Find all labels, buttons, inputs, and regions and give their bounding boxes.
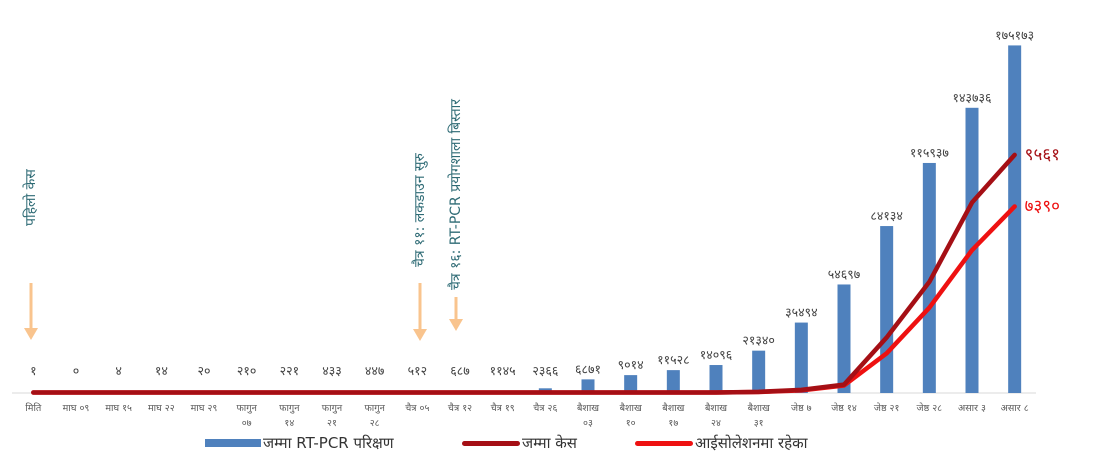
data-label-tests: ५४६९७ (828, 266, 861, 281)
x-tick-label: चैत्र ०५ (405, 402, 429, 414)
data-label-tests: १४०९६ (700, 347, 733, 362)
x-tick-label: माघ ०९ (63, 403, 90, 414)
bar-tests (624, 375, 638, 393)
legend-item-total-cases: जम्मा केस (462, 432, 577, 454)
bar-tests (837, 284, 851, 393)
data-label-tests: १ (30, 363, 37, 378)
x-tick-label: माघ २९ (191, 403, 218, 414)
data-label-tests: १४ (155, 363, 168, 378)
x-tick-label: मिति (25, 402, 42, 414)
data-label-tests: ११५२८ (657, 352, 690, 367)
legend-label-tests: जम्मा RT-PCR परिक्षण (263, 434, 394, 452)
legend-swatch-total-cases (462, 440, 520, 446)
data-label-tests: ४३३ (322, 363, 342, 378)
data-label-tests: ३५४९४ (785, 305, 818, 320)
bar-tests (1008, 45, 1022, 393)
chart-legend: जम्मा RT-PCR परिक्षण जम्मा केस आईसोलेशनम… (0, 432, 1105, 456)
legend-item-tests: जम्मा RT-PCR परिक्षण (205, 432, 394, 454)
x-tick-label: बैशाख ०३ (577, 402, 599, 429)
data-label-tests: ९०१४ (618, 357, 644, 372)
x-tick-label: जेष्ठ ७ (791, 402, 812, 414)
bar-tests (880, 226, 894, 393)
line-isolation-end-label: ७३९० (1025, 196, 1060, 216)
bar-tests (794, 322, 808, 393)
bar-tests (581, 379, 595, 393)
x-tick-label: फागुन २१ (322, 403, 343, 429)
legend-item-isolation: आईसोलेशनमा रहेका (635, 432, 808, 454)
data-label-tests: ४४७ (365, 363, 385, 378)
x-tick-label: बैशाख १७ (662, 402, 684, 429)
annotation-arrow-head (413, 329, 427, 341)
data-label-tests: ५१२ (408, 363, 428, 378)
x-tick-label: जेष्ठ १४ (831, 402, 857, 414)
data-label-tests: ८४१३४ (870, 208, 903, 223)
annotation-text: चैत्र ११: लकडाउन सुरु (411, 152, 428, 267)
x-tick-label: फागुन ०७ (236, 403, 257, 429)
line-total-cases (31, 152, 1017, 395)
x-tick-label: असार ८ (1001, 403, 1029, 414)
data-label-tests: ४ (115, 363, 122, 378)
data-label-tests: २१३४० (742, 333, 775, 348)
x-tick-label: चैत्र १९ (491, 402, 515, 414)
x-tick-label: जेष्ठ २८ (917, 402, 943, 414)
annotation-text: पहिलो केस (22, 169, 39, 226)
data-label-tests: २१० (237, 363, 257, 378)
data-label-tests: २३६६ (532, 363, 558, 378)
data-label-tests: २२१ (280, 363, 300, 378)
annotation-arrow-head (24, 328, 38, 340)
x-tick-label: बैशाख ३१ (748, 402, 770, 429)
x-tick-label: फागुन २८ (364, 403, 385, 429)
x-tick-label: जेष्ठ २१ (874, 402, 900, 414)
x-tick-label: फागुन १४ (279, 403, 300, 429)
data-label-tests: १४३७३६ (952, 90, 991, 105)
x-tick-label: माघ २२ (148, 403, 175, 414)
annotation-text: चैत्र १६: RT-PCR प्रयोगशाला बिस्तार (447, 99, 464, 290)
bar-tests (752, 350, 766, 393)
bar-tests (666, 370, 680, 393)
legend-label-isolation: आईसोलेशनमा रहेका (695, 434, 808, 452)
data-label-tests: २० (197, 363, 210, 378)
data-label-tests: १७५१७३ (995, 27, 1034, 42)
x-tick-label: माघ १५ (105, 403, 132, 414)
line-isolation (31, 204, 1017, 395)
legend-swatch-tests (205, 439, 261, 447)
x-tick-label: चैत्र १२ (448, 402, 472, 414)
annotation-arrow-head (449, 319, 463, 331)
x-tick-label: बैशाख २४ (705, 402, 727, 429)
legend-label-total-cases: जम्मा केस (522, 434, 577, 452)
data-label-tests: ६८७ (450, 363, 470, 378)
x-tick-label: असार ३ (958, 403, 986, 414)
x-tick-label: बैशाख १० (620, 402, 642, 429)
bar-tests (709, 365, 723, 393)
data-label-tests: ११५९३७ (910, 145, 949, 160)
data-label-tests: ० (73, 363, 80, 378)
legend-swatch-isolation (635, 440, 693, 446)
data-label-tests: ११४५ (490, 363, 516, 378)
data-label-tests: ६८७१ (575, 361, 601, 376)
x-tick-label: चैत्र २६ (533, 402, 557, 414)
line-total-cases-end-label: ९५६१ (1025, 145, 1060, 165)
